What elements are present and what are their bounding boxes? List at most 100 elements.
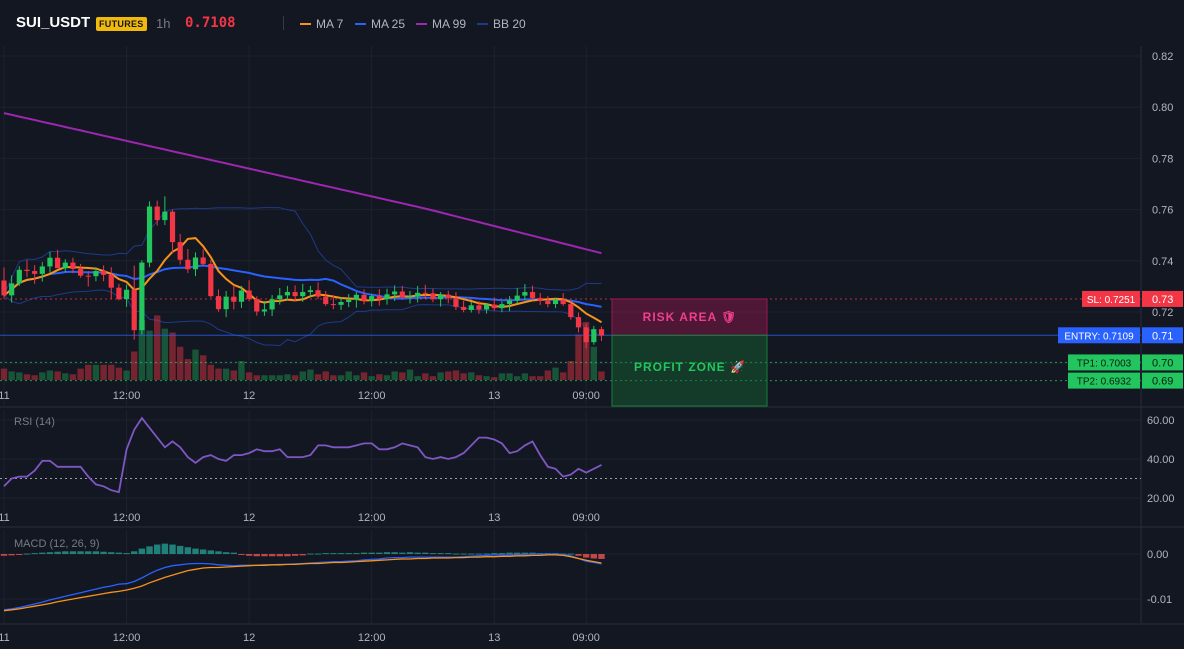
candle-body [468,305,474,310]
candle-body [16,269,22,284]
volume-bar [77,368,84,380]
candle-body [162,211,168,221]
level-axis-tag-bg [1142,327,1183,344]
rsi-line [3,416,602,494]
legend-label-bb20: BB 20 [493,17,526,31]
level-tag-3: TP2: 0.6932 0.69 [1068,372,1183,389]
time-tick-label: 13 [488,390,500,402]
volume-bar [276,375,283,380]
macd-histogram-bar [123,553,130,555]
macd-histogram-bar [284,554,291,557]
legend-ma99[interactable]: MA 99 [416,17,466,31]
level-tag-text: ENTRY: 0.7109 [1064,331,1134,342]
level-tag-bg [1068,354,1140,371]
volume-bar [184,359,192,380]
macd-histogram-bar [276,554,283,557]
volume-bar [330,375,337,380]
volume-bar [31,375,38,380]
timeframe-label[interactable]: 1h [156,16,171,31]
volume-bar [92,364,100,380]
candle-body [568,304,574,318]
volume-bar [85,364,92,380]
level-tag-0: SL: 0.7251 0.73 [1082,290,1183,307]
level-tag-2: TP1: 0.7003 0.70 [1068,354,1183,371]
volume-bar [537,376,544,380]
candle-body [277,295,283,300]
macd-histogram-bar [345,553,352,555]
candle-body [591,329,597,343]
candle-body [575,317,582,328]
legend-ma25[interactable]: MA 25 [355,17,405,31]
macd-histogram-bar [154,544,161,554]
volume-bar [514,376,521,380]
macd-histogram-bar [138,548,146,554]
legend-swatch-bb20 [477,22,488,25]
level-tag-text: SL: 0.7251 [1087,295,1136,306]
candle-body [307,290,313,293]
candle-body [453,297,459,307]
volume-bar [230,370,237,380]
candle-body [231,296,237,302]
volume-bar [62,373,69,380]
macd-histogram-bar [184,547,192,554]
candle-body [177,242,183,260]
volume-bar [475,375,483,380]
macd-histogram-bar [406,552,414,554]
ma99-line [3,112,602,255]
macd-histogram-bar [207,550,215,554]
time-tick-label: 12:00 [358,390,386,402]
level-tag-bg [1058,327,1140,344]
candle-body [78,268,84,276]
legend-bb20[interactable]: BB 20 [477,17,526,31]
volume-bar [8,371,15,380]
candle-body [330,304,336,306]
macd-histogram-bar [199,549,207,554]
futures-badge: FUTURES [96,17,147,31]
macd-histogram-bar [238,554,245,555]
candle-body [522,292,528,296]
macd-tick-label: 0.00 [1147,549,1168,561]
rsi-tick-label: 40.00 [1147,454,1175,466]
time-tick-label: 11 [0,632,10,644]
volume-bar [422,373,429,380]
time-tick-label: 13 [488,632,500,644]
macd-histogram-bar [253,554,260,557]
volume-bar [506,373,513,380]
volume-bar [437,372,444,380]
candle-body [238,290,245,302]
candle-body [461,306,467,310]
volume-bar [261,375,268,380]
volume-bar [100,364,107,380]
candle-body [476,305,482,310]
level-tag-bg [1068,372,1140,389]
candle-body [223,296,229,310]
macd-histogram-bar [521,552,529,554]
time-tick-label: 13 [488,512,500,524]
macd-histogram-bar [115,552,123,554]
candle-body [292,292,298,297]
volume-bar [154,315,161,380]
volume-bar [406,369,414,380]
macd-histogram-bar [498,553,506,555]
volume-bar [291,375,299,380]
volume-bar [552,367,559,380]
volume-bar [452,370,460,380]
candle-body [215,296,222,310]
level-axis-tag-text: 0.69 [1152,376,1173,388]
macd-histogram-bar [85,551,92,554]
time-tick-label: 09:00 [572,512,600,524]
legend-ma7[interactable]: MA 7 [300,17,343,31]
macd-histogram-bar [69,551,77,554]
macd-histogram-bar [422,552,429,554]
macd-histogram-bar [337,553,345,555]
volume-bar [337,375,345,380]
volume-bar [544,370,552,380]
symbol-label[interactable]: SUI_USDT [16,14,91,31]
macd-histogram-bar [222,552,230,554]
macd-histogram-bar [39,552,46,554]
volume-bar [391,371,398,380]
macd-histogram-bar [314,553,322,555]
macd-histogram-bar [92,551,100,554]
candle-body [407,296,413,298]
